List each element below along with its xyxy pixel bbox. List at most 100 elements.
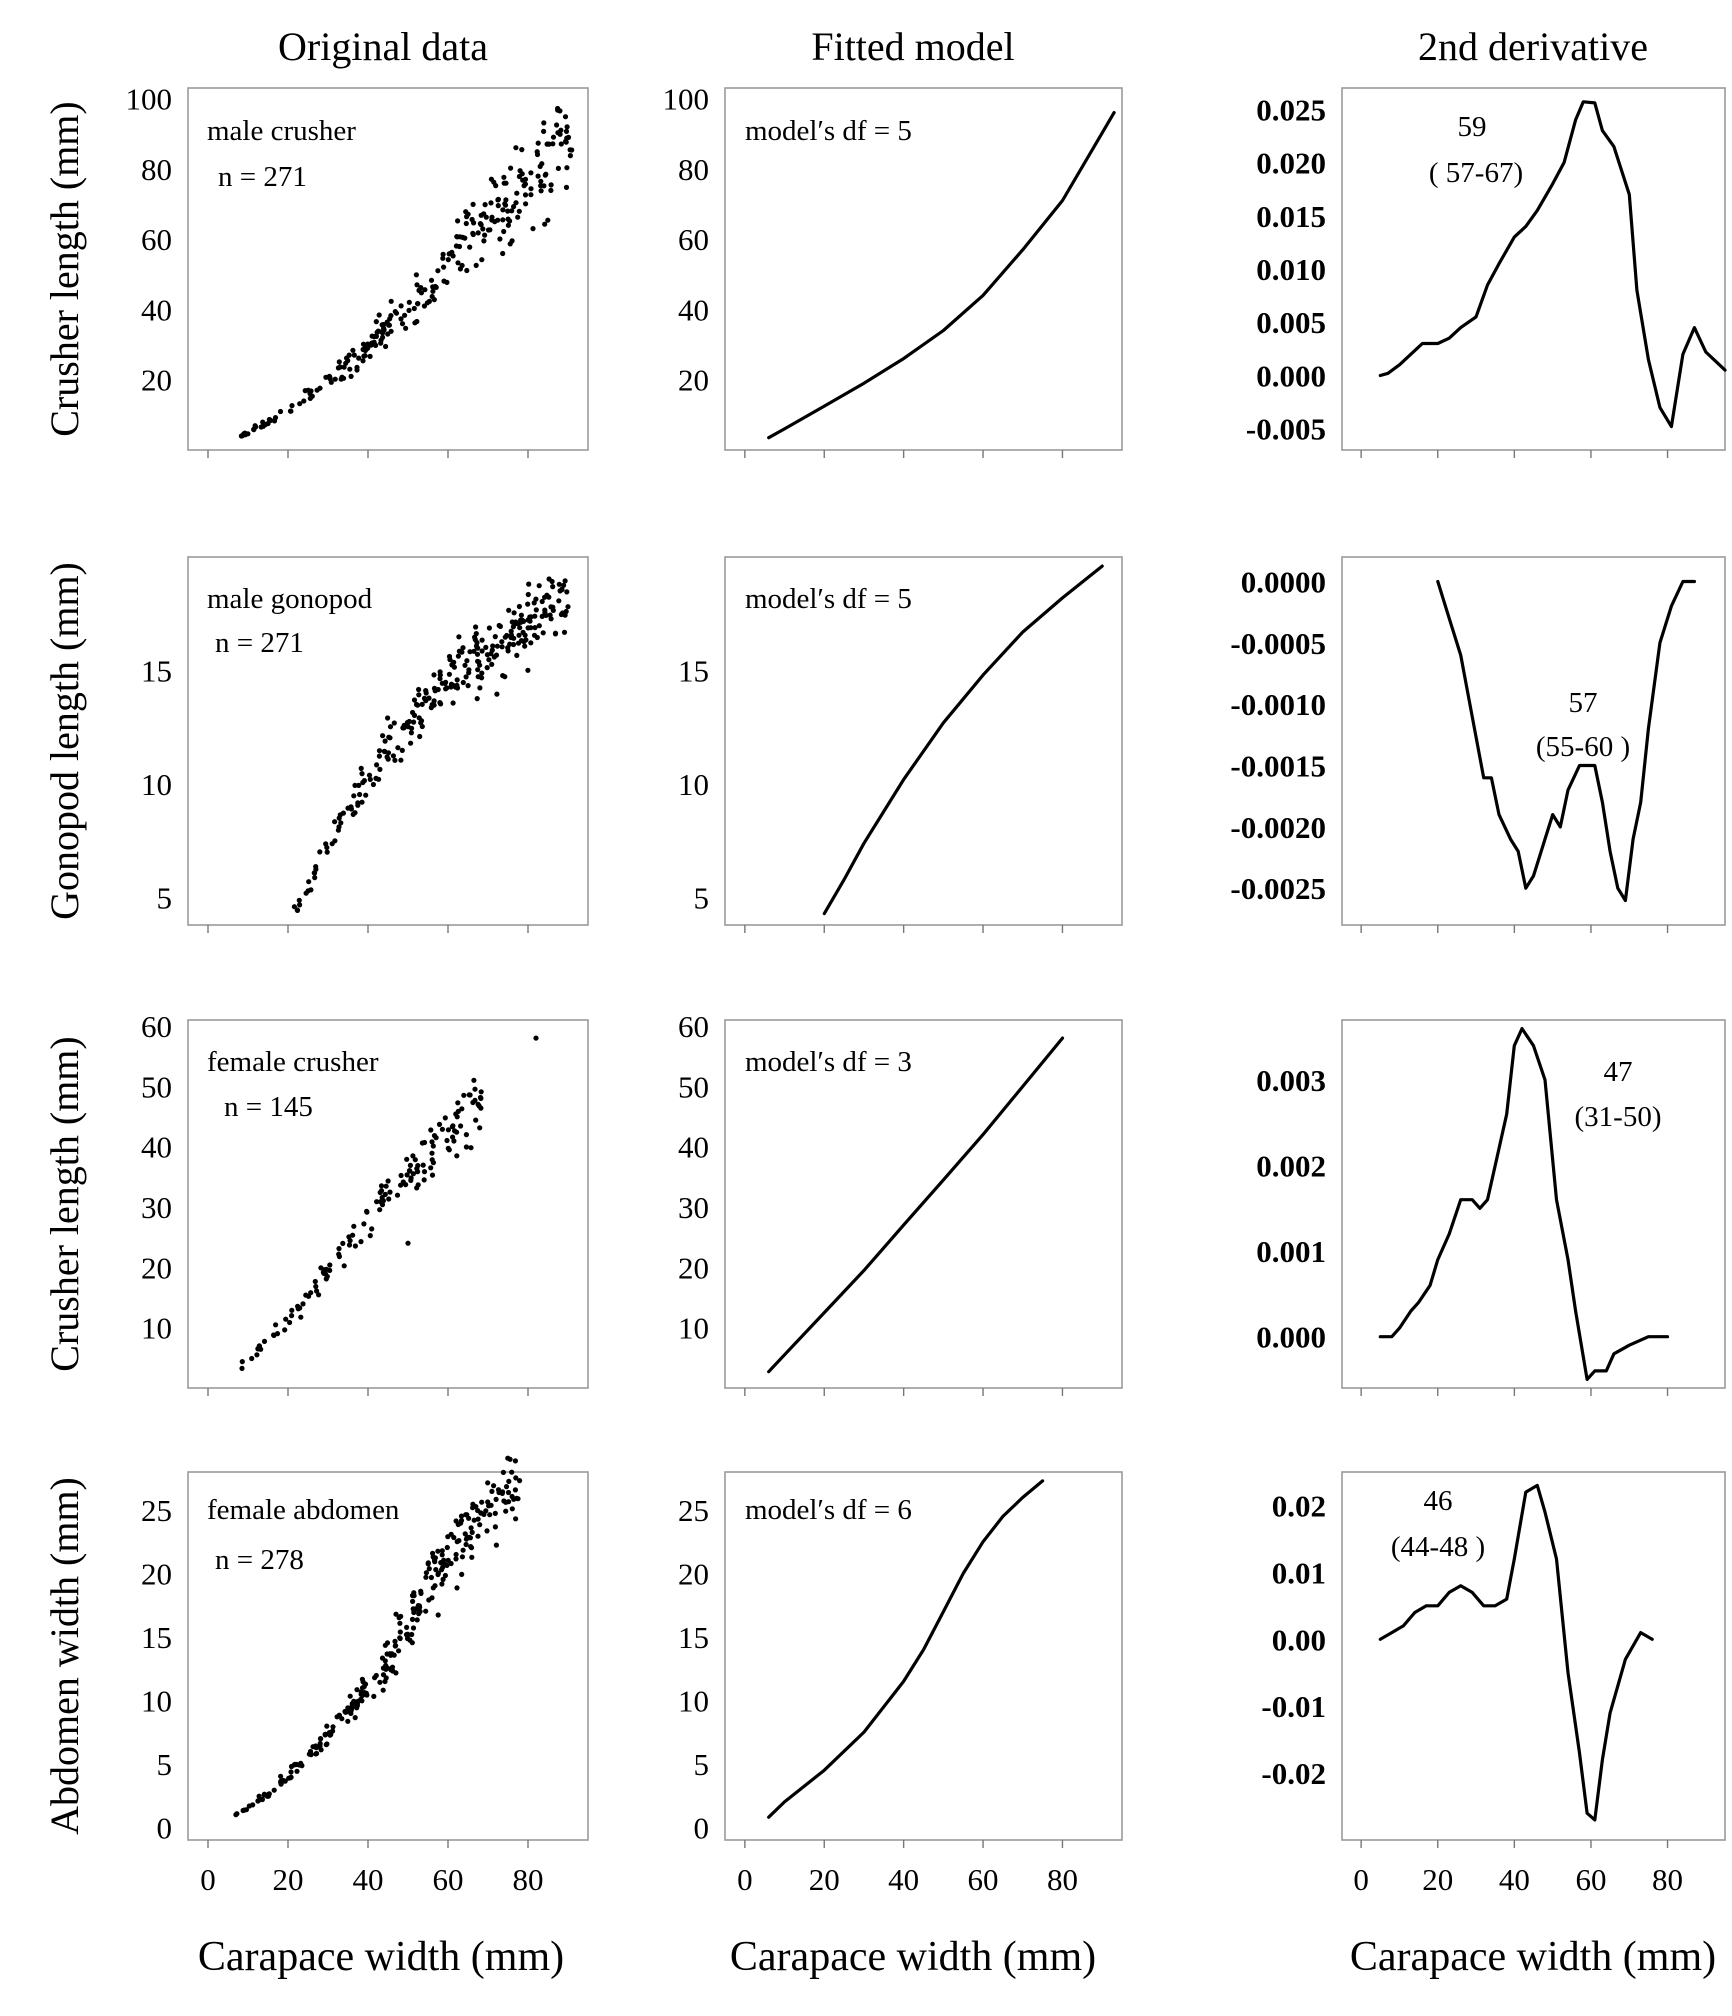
- data-point: [395, 745, 401, 751]
- data-point: [489, 1488, 495, 1494]
- data-point: [503, 1499, 509, 1505]
- data-point: [282, 1778, 288, 1784]
- data-point: [470, 1501, 476, 1507]
- data-point: [520, 177, 526, 183]
- column-title-original: Original data: [278, 24, 488, 69]
- data-point: [373, 342, 379, 348]
- data-point: [528, 640, 534, 646]
- data-point: [310, 1744, 316, 1750]
- data-point: [448, 1560, 454, 1567]
- data-point: [356, 782, 362, 789]
- data-point: [387, 1651, 393, 1657]
- data-point: [358, 1239, 364, 1245]
- data-point: [361, 353, 367, 359]
- data-point: [493, 1542, 499, 1548]
- data-point: [484, 652, 490, 658]
- data-point: [359, 1685, 366, 1691]
- data-point: [501, 174, 507, 180]
- data-point: [357, 791, 363, 798]
- data-point: [489, 214, 495, 220]
- data-point: [377, 766, 383, 773]
- data-point: [355, 802, 361, 808]
- data-point: [500, 1469, 506, 1475]
- data-point: [262, 421, 269, 428]
- data-point: [507, 241, 513, 247]
- data-point: [288, 1769, 294, 1775]
- data-point: [445, 257, 451, 263]
- data-point: [393, 1611, 399, 1617]
- y-tick-label: 20: [141, 363, 172, 398]
- y-tick-label: 100: [126, 82, 173, 117]
- data-point: [341, 1263, 347, 1269]
- y-tick-label: 0.003: [1256, 1063, 1326, 1098]
- data-point: [377, 1679, 383, 1685]
- data-point: [473, 624, 479, 630]
- data-point: [558, 127, 564, 133]
- data-point: [528, 625, 534, 631]
- data-point: [444, 1562, 450, 1568]
- data-point: [468, 1525, 474, 1531]
- panel-r2-c0: 10 20 30 40 50 60 Crusher length (mm) female cr…: [42, 1009, 589, 1396]
- data-point: [383, 343, 389, 350]
- series-line: [767, 1479, 1045, 1819]
- data-point: [429, 293, 435, 300]
- panel-r2-c2: 0.000 0.001 0.002 0.003 47 (31-50): [1256, 1019, 1726, 1396]
- data-point: [358, 765, 364, 772]
- data-point: [312, 870, 318, 876]
- data-point: [488, 1502, 494, 1508]
- data-point: [460, 645, 466, 651]
- data-point: [567, 153, 574, 159]
- data-point: [441, 264, 447, 270]
- data-point: [450, 700, 456, 706]
- data-point: [430, 1585, 436, 1591]
- data-point: [352, 1715, 358, 1721]
- data-point: [416, 686, 422, 693]
- y-tick-label: 10: [678, 1683, 709, 1718]
- y-tick-label: 10: [141, 1683, 172, 1718]
- data-point: [453, 1518, 459, 1524]
- data-point: [363, 792, 369, 798]
- data-point: [417, 733, 423, 740]
- data-point: [453, 1556, 459, 1562]
- plot-frame: [724, 556, 1123, 926]
- y-tick-label: 0.010: [1256, 252, 1326, 287]
- data-point: [409, 1640, 415, 1646]
- y-tick-label: -0.0020: [1230, 810, 1326, 845]
- panel-annotation: n = 271: [215, 627, 304, 659]
- data-point: [404, 1624, 410, 1630]
- data-point: [419, 1140, 425, 1146]
- y-tick-label: 20: [141, 1250, 172, 1285]
- data-point: [555, 165, 562, 171]
- data-point: [347, 1238, 353, 1244]
- panel-annotation: 47: [1604, 1056, 1633, 1088]
- data-point: [289, 403, 295, 409]
- data-point: [439, 1581, 445, 1587]
- data-point: [464, 267, 470, 274]
- plot-frame: [724, 1471, 1123, 1841]
- y-tick-label: 60: [678, 222, 709, 257]
- data-point: [522, 643, 528, 649]
- data-point: [245, 431, 251, 437]
- data-point: [542, 607, 548, 613]
- data-point: [548, 187, 554, 193]
- scatter-points: [233, 1455, 523, 1818]
- data-point: [495, 203, 501, 209]
- data-point: [391, 1652, 397, 1658]
- data-point: [474, 696, 480, 702]
- data-point: [392, 1643, 398, 1649]
- y-tick-label: 0.00: [1272, 1622, 1326, 1657]
- data-point: [435, 1612, 441, 1618]
- data-point: [306, 1293, 312, 1299]
- data-point: [453, 243, 459, 249]
- data-point: [525, 667, 531, 673]
- y-tick-label: 80: [678, 152, 709, 187]
- data-point: [308, 1752, 314, 1758]
- data-point: [484, 1528, 490, 1534]
- data-point: [429, 1172, 436, 1178]
- data-point: [468, 1544, 474, 1550]
- panel-r1-c1: 5 10 15 model′s df = 5: [678, 556, 1123, 933]
- plot-frame: [1341, 87, 1726, 451]
- data-point: [317, 849, 323, 855]
- data-point: [422, 287, 428, 293]
- panel-annotation: (44-48 ): [1391, 1531, 1485, 1563]
